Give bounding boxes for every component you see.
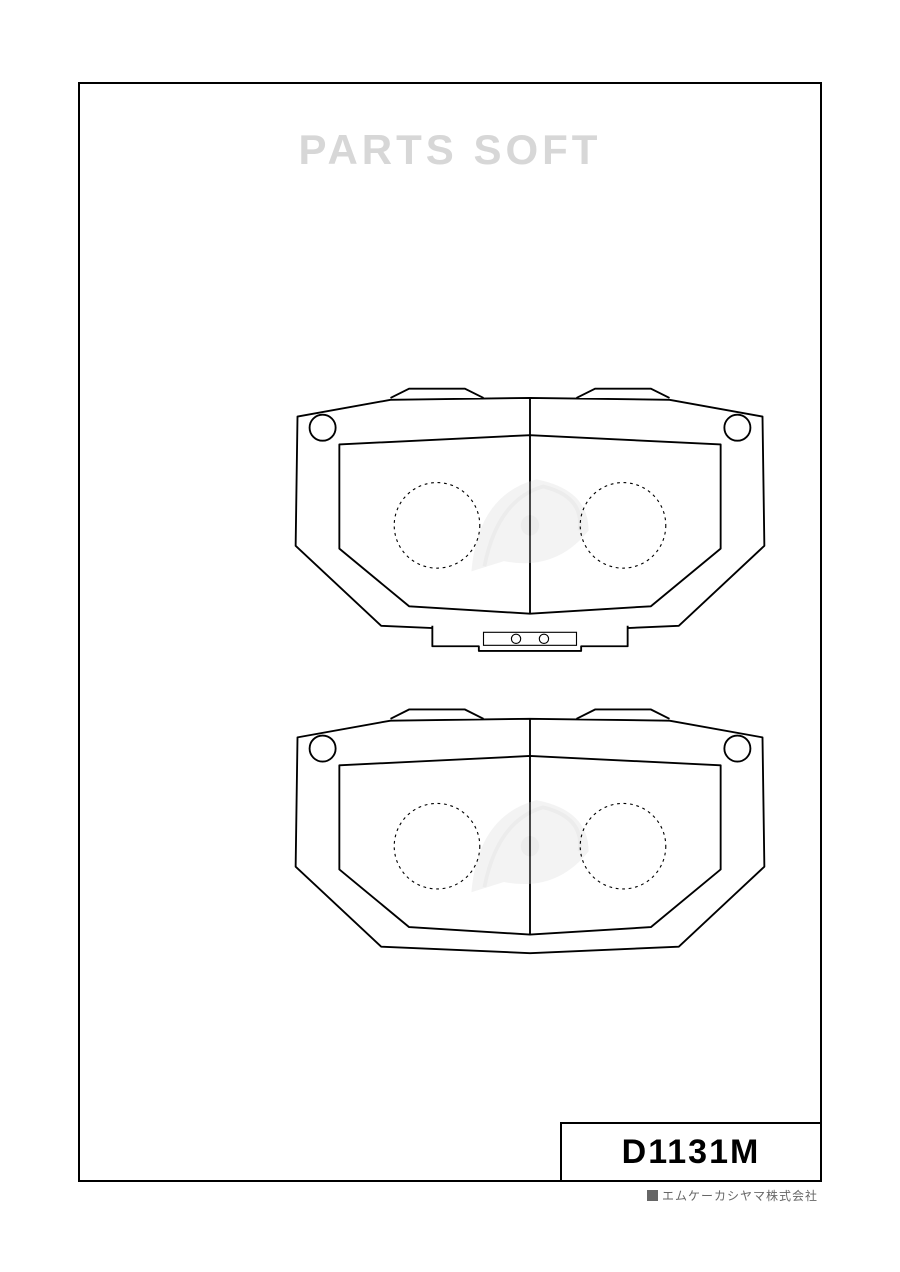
footer-logo-block — [647, 1190, 658, 1201]
diagram-canvas — [158, 166, 900, 1266]
drawing-frame: D1131M — [78, 82, 822, 1182]
footer-company-text: エムケーカシヤマ株式会社 — [662, 1189, 818, 1203]
brake-pad-diagram — [158, 166, 900, 1266]
part-number-text: D1131M — [622, 1133, 761, 1172]
page: PARTS SOFT D1131M エムケーカシヤマ株式会社 — [0, 0, 900, 1272]
footer-company: エムケーカシヤマ株式会社 — [647, 1187, 818, 1204]
part-number-box: D1131M — [560, 1122, 820, 1180]
